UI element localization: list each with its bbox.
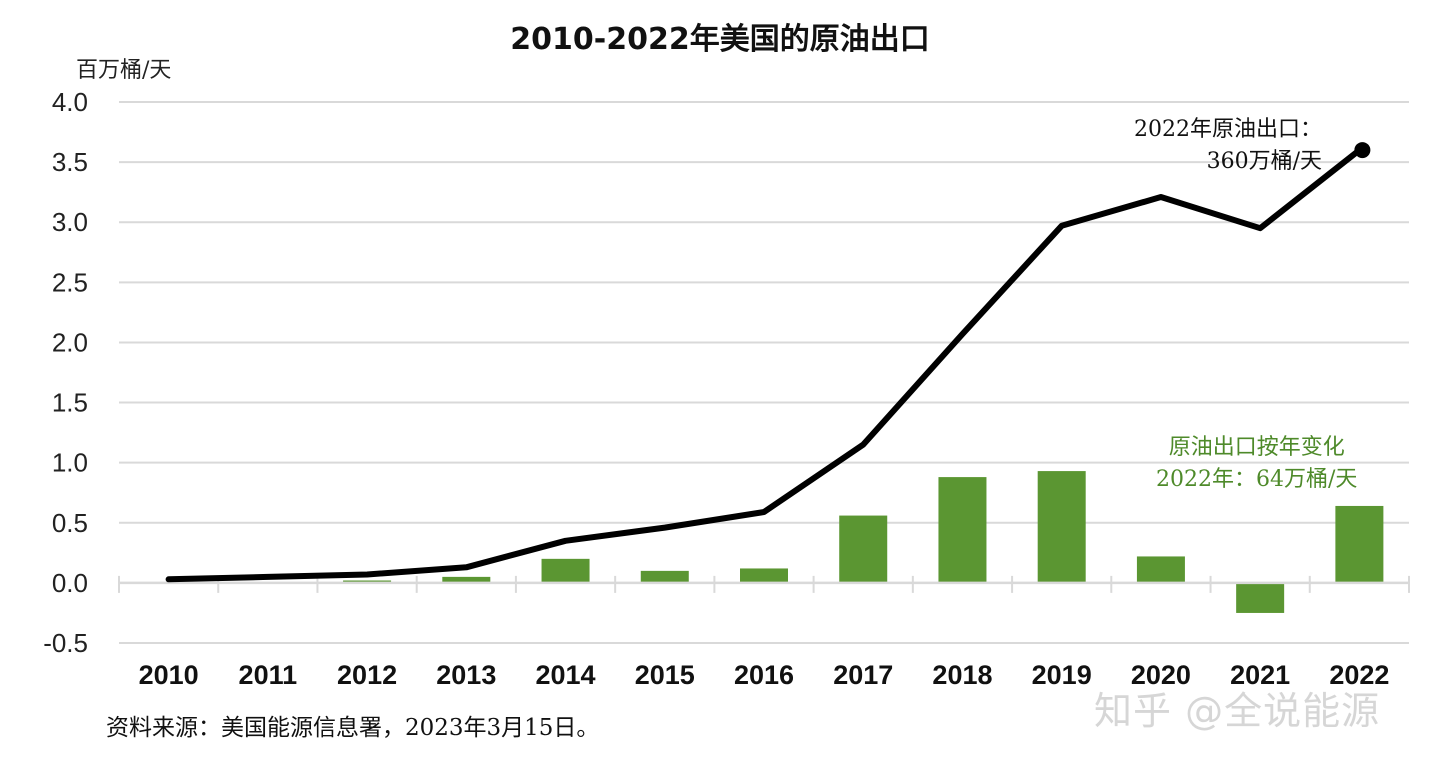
source-note: 资料来源：美国能源信息署，2023年3月15日。 xyxy=(106,715,600,741)
y-tick-label: 3.0 xyxy=(52,207,88,237)
y-axis-ticks: 4.0 3.5 3.0 2.5 2.0 1.5 1.0 0.5 0.0 -0.5 xyxy=(43,87,88,658)
gridlines xyxy=(119,101,1409,644)
y-tick-label: 2.5 xyxy=(52,267,88,297)
bar-2014 xyxy=(541,558,590,583)
x-tick-label: 2011 xyxy=(239,660,298,690)
x-tick-label: 2021 xyxy=(1230,660,1290,690)
x-tick-label: 2022 xyxy=(1329,660,1389,690)
x-tick-label: 2013 xyxy=(436,660,496,690)
x-tick-label: 2018 xyxy=(932,660,992,690)
line-series-crude-exports xyxy=(165,142,1371,583)
bar-2019 xyxy=(1037,471,1086,583)
bar-series-annual-change xyxy=(343,471,1384,613)
bar-annotation: 原油出口按年变化 2022年：64万桶/天 xyxy=(1156,432,1357,496)
line-annotation-line1: 2022年原油出口： xyxy=(1134,117,1322,142)
y-tick-label: 0.5 xyxy=(52,508,88,538)
chart-title: 2010-2022年美国的原油出口 xyxy=(510,22,930,57)
x-tick-label: 2010 xyxy=(139,660,199,690)
bar-2013 xyxy=(442,576,491,583)
bar-2021 xyxy=(1236,582,1285,613)
watermark: 知乎 @全说能源 xyxy=(1094,689,1381,733)
bar-2020 xyxy=(1136,556,1185,583)
y-tick-label: 1.0 xyxy=(52,448,88,478)
bar-2016 xyxy=(740,568,788,583)
x-tick-label: 2017 xyxy=(833,660,893,690)
bar-2018 xyxy=(938,477,987,583)
bar-annotation-line1: 原油出口按年变化 xyxy=(1168,435,1345,460)
x-tick-label: 2020 xyxy=(1131,660,1191,690)
x-tick-label: 2016 xyxy=(734,660,794,690)
x-axis-ticks: 2010 2011 2012 2013 2014 2015 2016 2017 2018 2019… xyxy=(139,660,1390,690)
x-tick-label: 2014 xyxy=(535,660,595,690)
line-end-marker xyxy=(1354,142,1371,159)
x-axis xyxy=(118,575,1410,593)
line-annotation-line2: 360万桶/天 xyxy=(1206,149,1322,174)
y-tick-label: 2.0 xyxy=(52,327,88,357)
line-annotation: 2022年原油出口： 360万桶/天 xyxy=(1134,114,1322,178)
y-tick-label: 1.5 xyxy=(52,388,88,418)
x-tick-label: 2015 xyxy=(635,660,695,690)
y-tick-label: 0.0 xyxy=(52,568,88,598)
y-tick-label: 3.5 xyxy=(52,147,88,177)
x-tick-label: 2012 xyxy=(337,660,397,690)
bar-2022 xyxy=(1335,505,1384,583)
y-tick-label: -0.5 xyxy=(43,628,88,658)
bar-2017 xyxy=(839,515,888,583)
bar-annotation-line2: 2022年：64万桶/天 xyxy=(1156,467,1358,492)
y-tick-label: 4.0 xyxy=(52,87,88,117)
y-axis-unit-label: 百万桶/天 xyxy=(76,58,172,83)
bar-2015 xyxy=(640,570,689,583)
x-tick-label: 2019 xyxy=(1032,660,1092,690)
line-crude-exports xyxy=(165,147,1363,583)
